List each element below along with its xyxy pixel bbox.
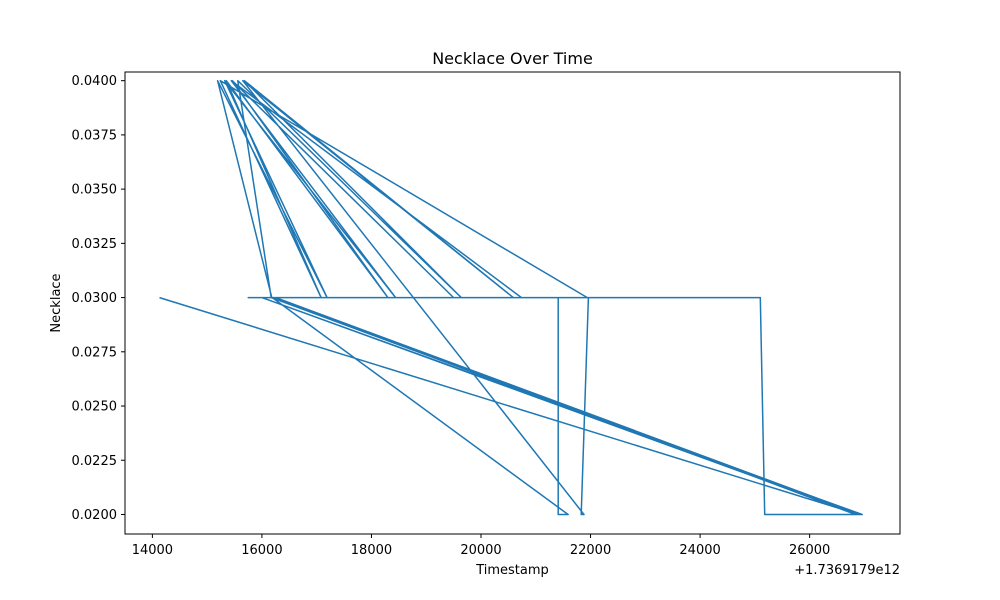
y-tick-label: 0.0200: [72, 508, 118, 523]
plot-frame: [124, 71, 901, 535]
chart-title: Necklace Over Time: [432, 49, 593, 68]
y-axis: 0.0200 0.0225 0.0250 0.0275 0.0300 0.0325 0.03…: [72, 74, 125, 523]
x-tick-label: 18000: [351, 543, 392, 558]
y-tick-label: 0.0275: [72, 345, 118, 360]
x-axis: 14000 16000 18000 20000 22000 24000 26000: [132, 534, 830, 558]
x-tick-label: 24000: [679, 543, 720, 558]
series-line: [159, 79, 863, 516]
y-tick-label: 0.0375: [72, 128, 118, 143]
y-tick-label: 0.0250: [72, 400, 118, 415]
y-tick-label: 0.0325: [72, 237, 118, 252]
x-tick-label: 20000: [460, 543, 501, 558]
x-tick-label: 22000: [570, 543, 611, 558]
y-tick-label: 0.0225: [72, 454, 118, 469]
y-tick-label: 0.0400: [72, 74, 118, 89]
x-axis-offset-label: +1.7369179e12: [794, 563, 900, 578]
y-tick-label: 0.0350: [72, 183, 118, 198]
y-tick-label: 0.0300: [72, 291, 118, 306]
x-tick-label: 16000: [241, 543, 282, 558]
x-axis-title: Timestamp: [475, 563, 549, 578]
x-tick-label: 26000: [789, 543, 830, 558]
y-axis-title: Necklace: [49, 273, 64, 332]
series-layer: [159, 79, 863, 516]
x-tick-label: 14000: [132, 543, 173, 558]
